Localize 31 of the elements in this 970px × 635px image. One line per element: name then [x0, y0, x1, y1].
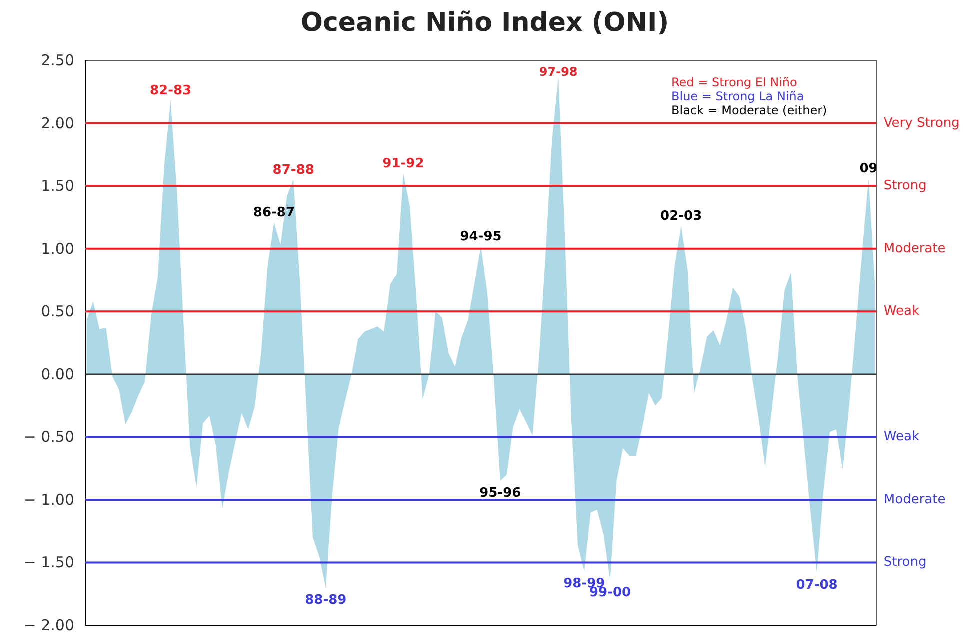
y-tick-label: − 0.50 [24, 428, 75, 446]
ref-line-label: Moderate [884, 492, 946, 508]
y-tick-label: 2.50 [41, 52, 75, 70]
annotation: 02-03 [660, 209, 702, 224]
annotation: 87-88 [272, 162, 314, 178]
y-tick-label: − 2.00 [24, 616, 75, 634]
annotation: Blue = Strong La Niña [672, 90, 804, 104]
ref-line-label: Weak [884, 304, 920, 320]
y-tick-label: − 1.50 [24, 554, 75, 572]
ref-line-label: Strong [884, 555, 927, 570]
annotation: Black = Moderate (either) [672, 104, 828, 118]
chart-title: Oceanic Niño Index (ONI) [300, 7, 670, 40]
y-tick-label: 1.00 [41, 240, 75, 258]
annotation: 86-87 [253, 205, 295, 220]
annotation: 82-83 [150, 84, 192, 99]
annotation: 97-98 [539, 64, 578, 79]
ref-line-label: Very Strong [884, 116, 960, 131]
y-tick-label: − 1.00 [24, 490, 75, 509]
ref-line-label: Strong [884, 178, 927, 194]
y-tick-label: 0.50 [41, 302, 75, 321]
annotation: 07-08 [796, 578, 838, 593]
annotation: 88-89 [305, 592, 347, 608]
ref-line-label: Weak [884, 430, 920, 445]
annotation: 94-95 [460, 229, 502, 244]
y-tick-label: 2.00 [41, 114, 75, 132]
ref-line-label: Moderate [884, 241, 946, 256]
y-tick-label: 1.50 [41, 177, 75, 196]
y-tick-label: 0.00 [41, 365, 75, 384]
annotation: 95-96 [480, 486, 522, 502]
annotation: 91-92 [382, 156, 424, 172]
annotation: Red = Strong El Niño [672, 76, 798, 90]
